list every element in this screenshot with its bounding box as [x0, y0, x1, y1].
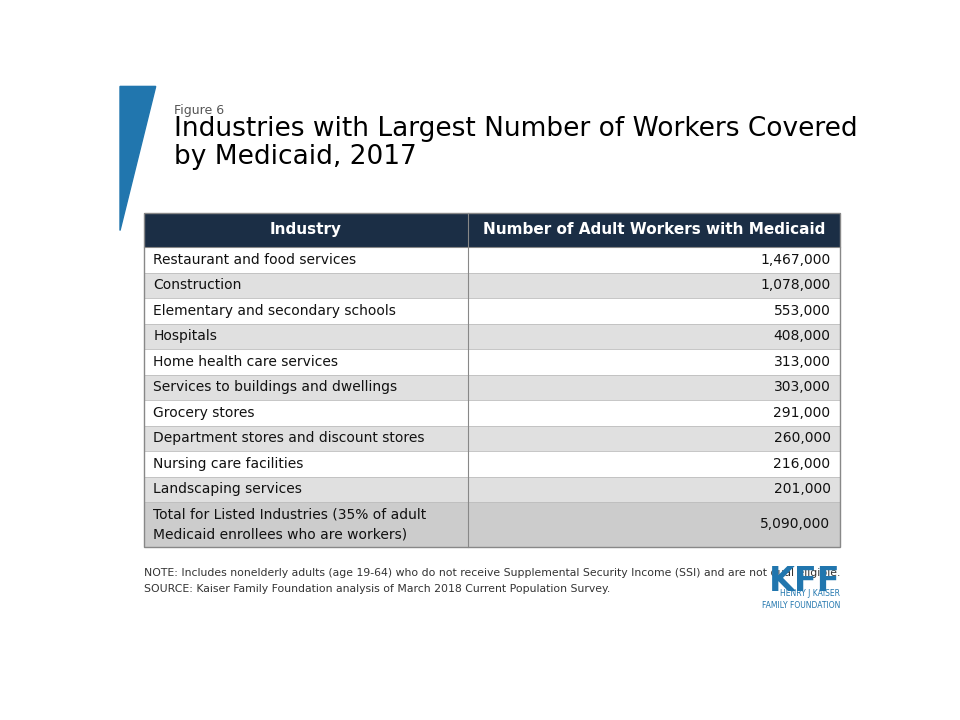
Bar [468, 247, 840, 273]
Text: Home health care services: Home health care services [154, 355, 339, 369]
Text: Total for Listed Industries (35% of adult
Medicaid enrollees who are workers): Total for Listed Industries (35% of adul… [154, 508, 427, 541]
Text: KFF: KFF [769, 565, 840, 598]
Bar [144, 374, 468, 400]
Text: Nursing care facilities: Nursing care facilities [154, 457, 304, 471]
Text: Elementary and secondary schools: Elementary and secondary schools [154, 304, 396, 318]
Text: 1,467,000: 1,467,000 [760, 253, 830, 267]
Bar [468, 349, 840, 374]
Bar [144, 247, 468, 273]
Bar [468, 426, 840, 451]
Text: Figure 6: Figure 6 [174, 104, 224, 117]
Text: 5,090,000: 5,090,000 [760, 518, 830, 531]
Text: HENRY J KAISER
FAMILY FOUNDATION: HENRY J KAISER FAMILY FOUNDATION [762, 589, 840, 610]
Text: Hospitals: Hospitals [154, 330, 217, 343]
Bar [144, 400, 468, 426]
Bar [144, 451, 468, 477]
Bar [468, 400, 840, 426]
Text: Department stores and discount stores: Department stores and discount stores [154, 431, 425, 446]
Bar [468, 273, 840, 298]
Text: 260,000: 260,000 [774, 431, 830, 446]
Text: 313,000: 313,000 [774, 355, 830, 369]
Bar [144, 324, 468, 349]
Bar [468, 213, 840, 247]
Text: 303,000: 303,000 [774, 380, 830, 395]
Text: Services to buildings and dwellings: Services to buildings and dwellings [154, 380, 397, 395]
Text: Grocery stores: Grocery stores [154, 406, 255, 420]
Text: SOURCE: Kaiser Family Foundation analysis of March 2018 Current Population Surve: SOURCE: Kaiser Family Foundation analysi… [144, 584, 610, 594]
Text: 201,000: 201,000 [774, 482, 830, 497]
Bar [468, 298, 840, 324]
Text: by Medicaid, 2017: by Medicaid, 2017 [174, 144, 417, 170]
Bar [144, 273, 468, 298]
Text: Restaurant and food services: Restaurant and food services [154, 253, 356, 267]
Text: 1,078,000: 1,078,000 [760, 279, 830, 292]
Bar [468, 374, 840, 400]
Text: 291,000: 291,000 [774, 406, 830, 420]
Text: Landscaping services: Landscaping services [154, 482, 302, 497]
Text: 553,000: 553,000 [774, 304, 830, 318]
Bar [144, 349, 468, 374]
Text: Number of Adult Workers with Medicaid: Number of Adult Workers with Medicaid [483, 222, 825, 238]
Bar [144, 477, 468, 503]
Bar [144, 426, 468, 451]
Text: NOTE: Includes nonelderly adults (age 19-64) who do not receive Supplemental Sec: NOTE: Includes nonelderly adults (age 19… [144, 567, 840, 577]
Text: Industries with Largest Number of Workers Covered: Industries with Largest Number of Worker… [174, 116, 857, 142]
Text: 408,000: 408,000 [774, 330, 830, 343]
Bar [468, 324, 840, 349]
Text: Industry: Industry [270, 222, 342, 238]
Bar [144, 298, 468, 324]
Text: Construction: Construction [154, 279, 242, 292]
Text: 216,000: 216,000 [774, 457, 830, 471]
Bar [144, 213, 840, 546]
Bar [144, 502, 468, 546]
Bar [144, 213, 468, 247]
Bar [468, 502, 840, 546]
Polygon shape [120, 86, 156, 230]
Bar [468, 451, 840, 477]
Bar [468, 477, 840, 503]
